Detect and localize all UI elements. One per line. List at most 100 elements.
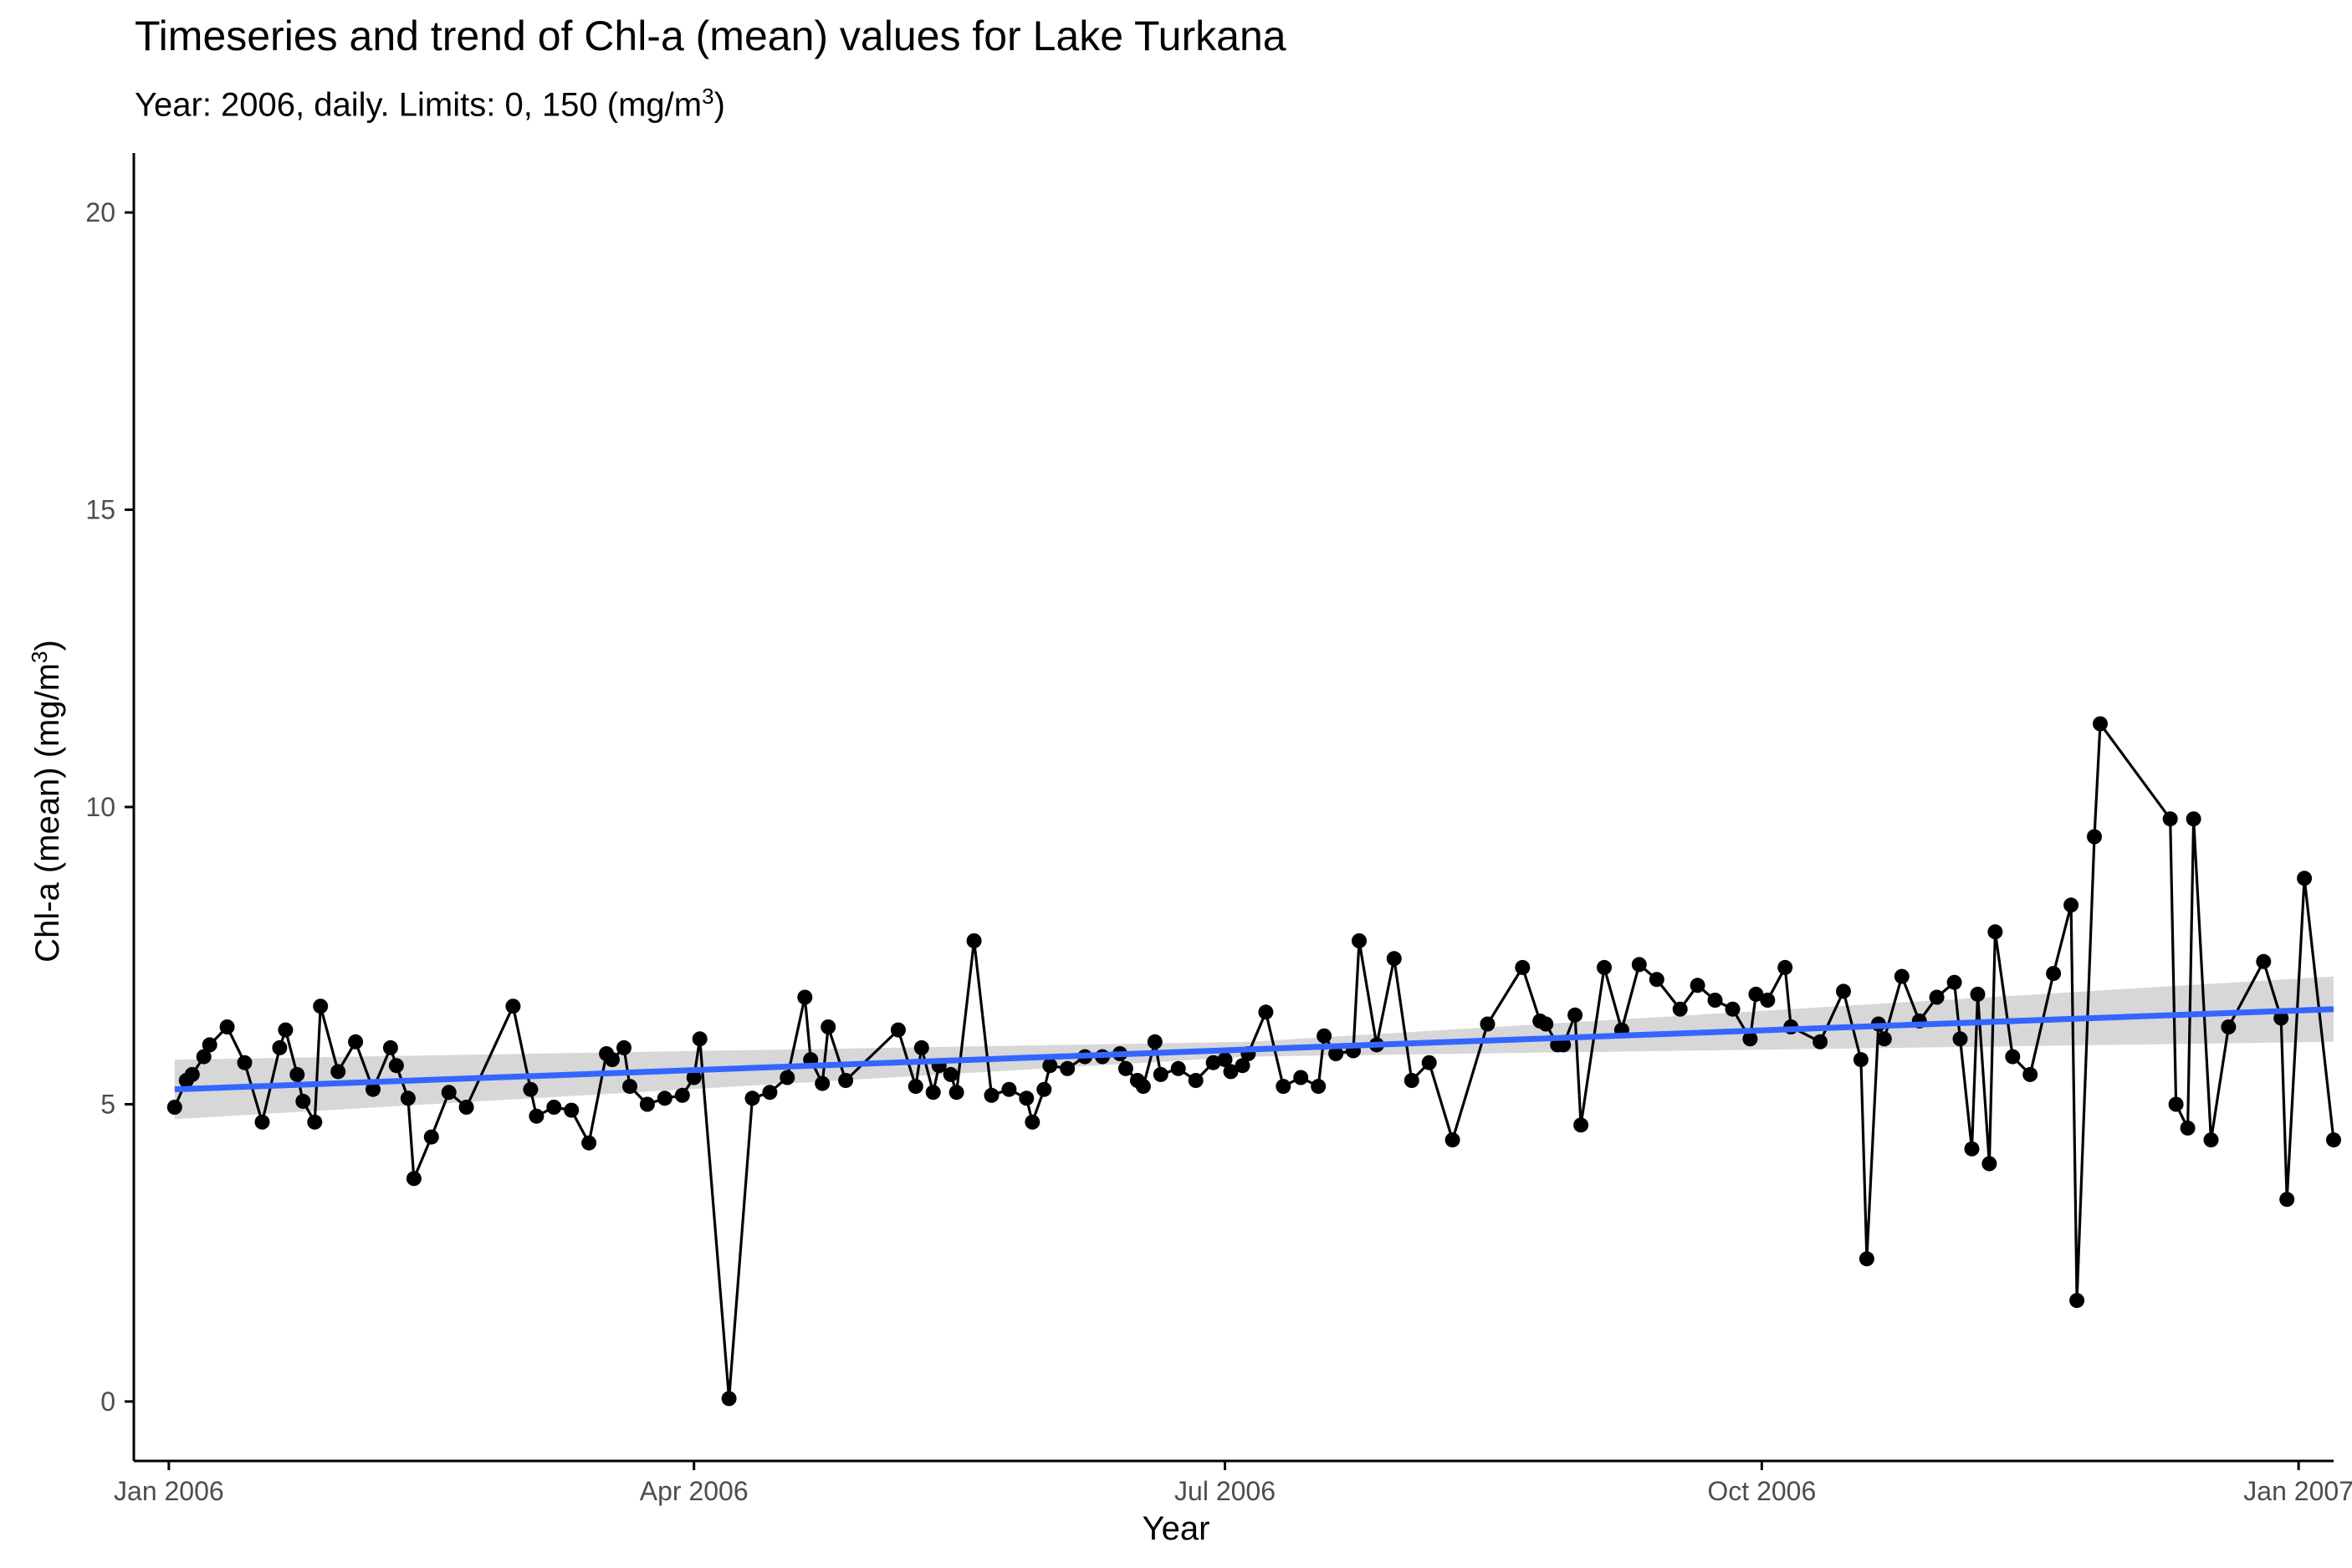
data-point [529,1108,545,1124]
data-point [1725,1001,1741,1017]
data-point [1573,1117,1589,1133]
data-point [1813,1034,1828,1050]
y-axis-title-text: Chl-a (mean) (mg/m [29,662,67,963]
data-point [505,999,521,1014]
data-point [1386,951,1402,967]
data-point [1894,968,1910,984]
chart-subtitle-text: Year: 2006, daily. Limits: 0, 150 (mg/m [135,86,703,124]
data-point [406,1171,422,1187]
data-point [1597,959,1612,975]
data-point [1631,957,1647,973]
data-point [184,1066,200,1082]
data-point [943,1066,959,1082]
data-point [441,1085,457,1101]
data-point [605,1052,620,1068]
data-point [202,1037,217,1053]
data-point [1748,986,1764,1002]
data-point [913,1039,929,1055]
data-point [1538,1016,1554,1032]
data-point [1480,1016,1496,1032]
data-point [2063,897,2079,913]
data-point [1153,1066,1168,1082]
data-point [984,1087,1000,1103]
data-point [382,1039,398,1055]
data-point [1147,1034,1163,1050]
x-tick-label: Jan 2007 [2243,1476,2352,1506]
data-point [1952,1031,1968,1047]
data-point [1404,1073,1419,1088]
data-point [1649,972,1664,988]
data-point [1981,1156,1997,1172]
data-point [1707,993,1723,1008]
data-point [686,1070,702,1085]
data-point [674,1087,690,1103]
data-point [1328,1046,1344,1061]
data-point [2005,1049,2021,1065]
data-point [1352,933,1367,948]
data-point [2087,829,2102,845]
data-point [2093,716,2108,732]
data-point [1742,1031,1758,1047]
data-point [1760,993,1776,1008]
data-point [2046,966,2062,982]
data-point [2326,1132,2341,1148]
data-point [219,1019,235,1034]
data-point [564,1102,580,1118]
trend-line [174,1006,2334,1093]
data-point [330,1064,346,1080]
y-axis-title-end: ) [29,640,67,651]
data-point [1929,989,1945,1005]
data-point [762,1085,778,1101]
x-tick-label: Jan 2006 [114,1476,224,1506]
data-point [1188,1073,1204,1088]
x-tick-label: Jul 2006 [1174,1476,1276,1506]
data-point [2279,1192,2295,1208]
data-point [2069,1293,2085,1309]
data-point [458,1100,474,1115]
data-point [1135,1079,1151,1095]
data-point [1876,1031,1892,1047]
data-point [1421,1055,1437,1070]
data-point [639,1096,655,1112]
data-point [1205,1055,1221,1070]
data-point [1859,1251,1874,1267]
data-point [1019,1090,1035,1106]
data-point [2186,811,2201,827]
data-point [2180,1120,2196,1136]
y-tick-label: 0 [100,1387,115,1417]
data-point [1117,1060,1133,1076]
data-point [1060,1060,1076,1076]
data-point [278,1022,294,1038]
data-point [1217,1052,1233,1068]
data-point [1001,1081,1017,1097]
y-tick-label: 10 [85,792,115,822]
data-point [254,1114,270,1130]
data-point [797,989,813,1005]
data-point [313,999,329,1014]
x-axis-ticks: Jan 2006 Apr 2006 Jul 2006 Oct 2006 Jan 2007 [114,1461,2352,1506]
data-point [1025,1114,1041,1130]
data-point [2022,1066,2038,1082]
chart-subtitle: Year: 2006, daily. Limits: 0, 150 (mg/m3… [135,84,725,124]
data-point [196,1049,212,1065]
data-point [1258,1004,1274,1020]
data-point [1444,1132,1460,1148]
data-point [348,1034,364,1050]
data-point [780,1070,795,1085]
data-point [423,1129,439,1145]
data-point [1276,1079,1291,1095]
data-point [1515,959,1531,975]
data-point [890,1022,906,1038]
data-point [2168,1096,2184,1112]
data-point [838,1073,854,1088]
data-point [616,1039,631,1055]
data-point [1946,974,1962,990]
y-axis-title: Chl-a (mean) (mg/m3) [27,640,67,963]
data-point [815,1075,831,1091]
data-point [1311,1079,1327,1095]
y-tick-label: 5 [100,1089,115,1119]
y-axis-ticks: 0 5 10 15 20 [85,197,134,1417]
data-point [657,1090,672,1106]
data-point [721,1391,737,1407]
data-point [295,1093,311,1109]
